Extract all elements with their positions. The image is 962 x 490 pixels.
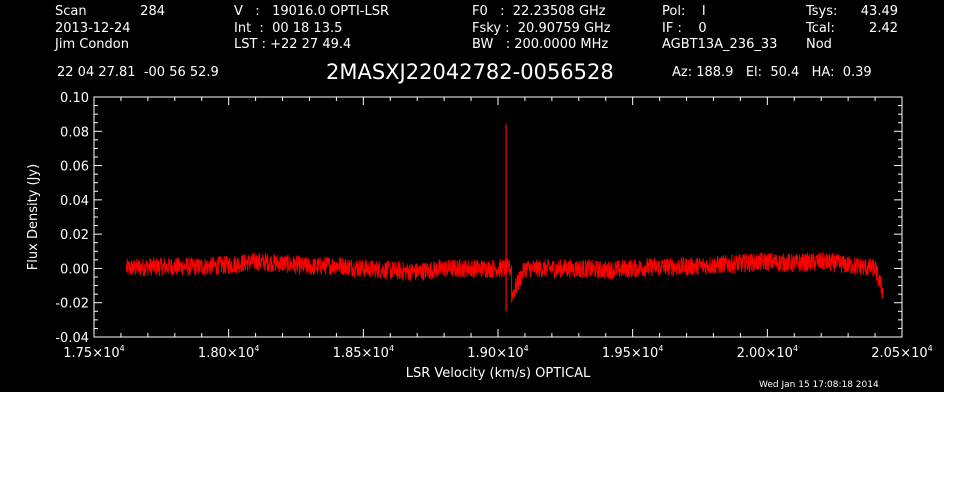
lst-readout: LST : +22 27 49.4: [234, 37, 352, 52]
source-name: 2MASXJ22042782-0056528: [326, 60, 614, 84]
tcal-value: 2.42: [869, 21, 898, 36]
source-coordinates: 22 04 27.81 -00 56 52.9: [57, 65, 219, 80]
polarization: Pol: I: [662, 4, 706, 19]
project-id: AGBT13A_236_33: [662, 37, 778, 52]
plot-timestamp: Wed Jan 15 17:08:18 2014: [759, 380, 879, 390]
x-tick-label: 1.75×104: [63, 344, 124, 361]
tcal-label: Tcal:: [806, 21, 835, 36]
y-tick-label: 0.06: [60, 160, 89, 175]
az-el-ha-readout: Az: 188.9 El: 50.4 HA: 0.39: [672, 65, 872, 80]
x-tick-label: 2.05×104: [871, 344, 932, 361]
x-tick-label: 1.80×104: [198, 344, 259, 361]
observer-name: Jim Condon: [55, 37, 129, 52]
velocity-readout: V : 19016.0 OPTI-LSR: [234, 4, 390, 19]
x-axis-label: LSR Velocity (km/s) OPTICAL: [406, 366, 591, 381]
tsys-label: Tsys:: [806, 4, 838, 19]
x-tick-label: 1.95×104: [602, 344, 663, 361]
switching-mode: Nod: [806, 37, 832, 52]
y-tick-label: -0.02: [55, 297, 89, 312]
x-tick-label: 1.90×104: [467, 344, 528, 361]
integration-time: Int : 00 18 13.5: [234, 21, 343, 36]
y-tick-label: -0.04: [55, 331, 89, 346]
tsys-value: 43.49: [860, 4, 898, 19]
rest-frequency: F0 : 22.23508 GHz: [472, 4, 606, 19]
y-tick-label: 0.08: [60, 125, 89, 140]
axes-layer: [93, 96, 903, 338]
spectrum-series-line: [125, 251, 884, 303]
series-layer: [125, 124, 884, 312]
x-tick-label: 1.85×104: [333, 344, 394, 361]
scan-value: 284: [140, 4, 165, 19]
ticks-layer: [93, 96, 903, 338]
plot-panel: Scan 284 2013-12-24 Jim Condon V : 19016…: [0, 0, 944, 392]
spectrum-chart: 1.75×104 1.80×104 1.85×104 1.90×104 1.95×104…: [26, 91, 933, 381]
labels-layer: 1.75×104 1.80×104 1.85×104 1.90×104 1.95×104…: [26, 91, 933, 381]
y-tick-label: 0.04: [60, 194, 89, 209]
y-tick-label: 0.00: [60, 262, 89, 277]
bandwidth: BW : 200.0000 MHz: [472, 37, 609, 52]
if-number: IF : 0: [662, 21, 707, 36]
x-tick-label: 2.00×104: [737, 344, 798, 361]
y-axis-label: Flux Density (Jy): [26, 164, 41, 270]
y-tick-label: 0.02: [60, 228, 89, 243]
observation-date: 2013-12-24: [55, 21, 131, 36]
plot-frame: [93, 96, 903, 338]
sky-frequency: Fsky : 20.90759 GHz: [472, 21, 611, 36]
y-tick-label: 0.10: [60, 91, 89, 106]
scan-label: Scan: [55, 4, 87, 19]
